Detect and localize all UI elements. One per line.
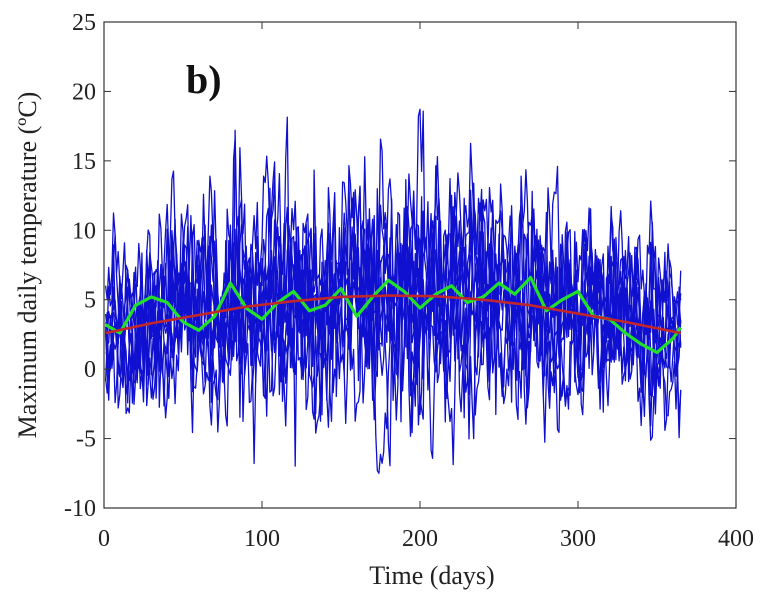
seasonal-fit-line (105, 294, 681, 335)
y-tick-label: 10 (72, 218, 96, 244)
simulated-series-line (104, 147, 682, 427)
x-tick-label: 200 (402, 526, 438, 552)
y-axis-label: Maximum daily temperature (ºC) (13, 92, 42, 439)
y-tick-label: 25 (72, 10, 96, 36)
simulated-series-line (104, 108, 682, 467)
x-tick-label: 0 (98, 526, 110, 552)
y-tick-label: -10 (64, 496, 96, 522)
y-tick-label: 5 (84, 288, 96, 314)
y-tick-label: 0 (84, 357, 96, 383)
panel-label: b) (186, 57, 222, 102)
x-axis-label: Time (days) (369, 561, 494, 590)
y-tick-label: 20 (72, 79, 96, 105)
y-tick-label: 15 (72, 149, 96, 175)
x-tick-label: 400 (718, 526, 754, 552)
x-tick-label: 100 (244, 526, 280, 552)
tick-layer: 0 100 200 300 400 -10 -5 0 5 10 15 20 25 (64, 10, 754, 552)
y-tick-label: -5 (76, 427, 96, 453)
ensemble-mean-line (104, 275, 682, 355)
plot-layer (104, 108, 682, 474)
x-tick-label: 300 (560, 526, 596, 552)
